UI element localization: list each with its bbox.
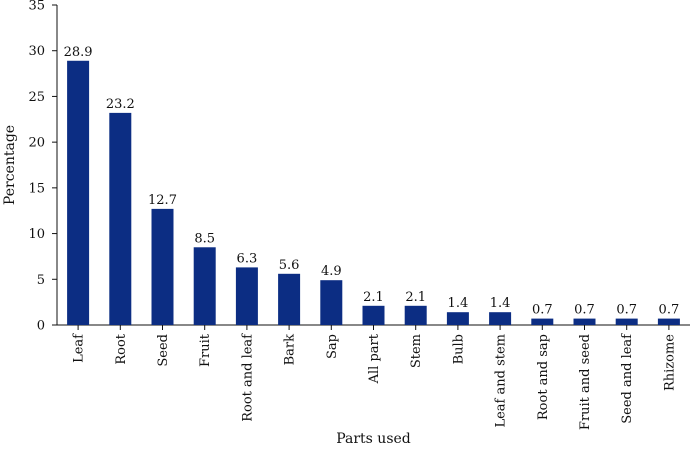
y-tick-label: 35 [28,0,45,14]
data-label: 1.4 [490,296,511,311]
bar [446,312,469,325]
category-label: Fruit and seed [578,334,593,430]
y-tick-label: 0 [37,319,45,334]
bar [235,267,258,325]
category-label: Bulb [451,334,466,364]
bar [278,273,301,325]
bar [362,305,385,325]
category-label: Root and sap [536,334,551,420]
category-label: Rhizome [662,334,677,391]
data-label: 2.1 [405,290,426,305]
category-label: All part [367,333,382,384]
data-label: 2.1 [363,290,384,305]
bars [67,60,680,326]
bar [615,318,638,325]
y-tick-label: 10 [28,227,45,242]
category-label: Seed [156,334,171,367]
bar [151,208,174,325]
data-label: 0.7 [532,303,553,318]
bar [67,60,90,326]
data-label: 8.5 [194,231,215,246]
category-labels: Leaf Root Seed Fruit Root and leaf Bark Sap All… [72,333,678,430]
category-label: Root [114,333,129,364]
category-label: Leaf and stem [494,334,509,428]
data-label: 4.9 [321,264,342,279]
x-axis [57,324,690,330]
y-tick-label: 30 [28,44,45,59]
y-axis-title: Percentage [2,125,18,205]
bar [109,112,132,325]
data-label: 6.3 [237,251,258,266]
category-label: Leaf [72,333,87,363]
data-label: 5.6 [279,258,300,273]
category-label: Bark [283,334,298,366]
bar [489,312,512,325]
y-tick-label: 25 [28,90,45,105]
bar [193,247,216,325]
data-label: 23.2 [106,97,135,112]
category-label: Sap [325,334,340,359]
bar [404,305,427,325]
category-label: Seed and leaf [620,333,635,424]
category-label: Stem [409,334,424,368]
data-label: 1.4 [448,296,469,311]
y-tick-label: 5 [37,273,45,288]
bar [657,318,680,325]
y-tick-label: 20 [28,136,45,151]
data-label: 12.7 [148,193,177,208]
data-label: 0.7 [574,303,595,318]
y-tick-label: 15 [28,181,45,196]
data-labels: 28.9 23.2 12.7 8.5 6.3 5.6 4.9 2.1 2.1 1.4 1.4 0.7 0… [64,45,680,318]
data-label: 0.7 [659,303,680,318]
x-axis-title: Parts used [336,431,411,447]
category-label: Root and leaf [240,333,255,422]
bar [573,318,596,325]
bar [320,280,343,325]
data-label: 0.7 [616,303,637,318]
category-label: Fruit [198,333,213,367]
data-label: 28.9 [64,45,93,60]
y-axis: 0 5 10 15 20 25 30 35 [28,0,58,334]
bar [531,318,554,325]
